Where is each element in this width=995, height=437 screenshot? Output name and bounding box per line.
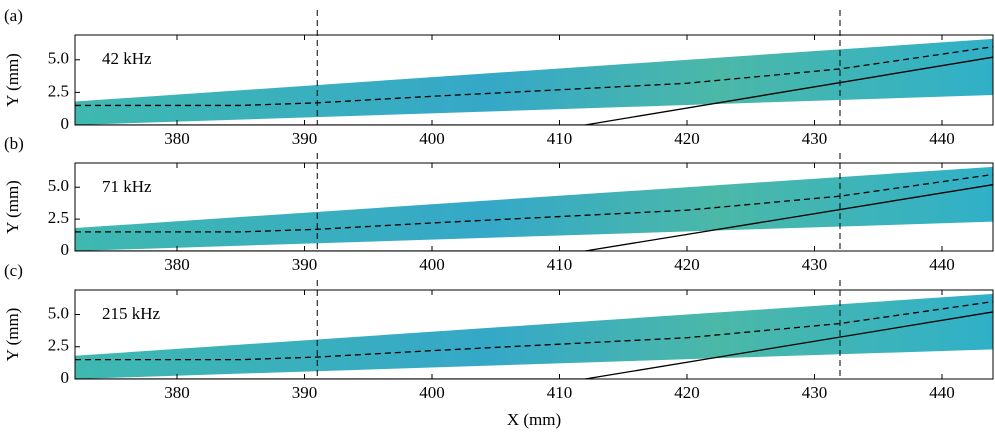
x-tick-label: 440 (929, 255, 955, 274)
y-axis-label: Y (mm) (3, 53, 22, 107)
x-tick-label: 380 (164, 129, 190, 148)
axes-frame (74, 34, 994, 126)
dashed-line (75, 300, 993, 361)
x-tick-label: 410 (547, 129, 573, 148)
x-tick-label: 430 (802, 129, 828, 148)
y-tick-label: 5.0 (48, 303, 69, 322)
y-axis-label: Y (mm) (3, 180, 22, 234)
x-tick-label: 390 (292, 383, 318, 402)
panel-label: (c) (4, 261, 23, 280)
dashed-line (75, 46, 993, 107)
solid-line (75, 184, 993, 251)
x-tick-label: 390 (292, 129, 318, 148)
x-tick-label: 400 (419, 255, 445, 274)
y-tick-label: 0 (61, 114, 70, 133)
x-tick-label: 440 (929, 129, 955, 148)
x-tick-label: 420 (674, 129, 700, 148)
x-tick-label: 380 (164, 255, 190, 274)
y-axis-label: Y (mm) (3, 308, 22, 362)
x-tick-label: 430 (802, 255, 828, 274)
x-tick-label: 440 (929, 383, 955, 402)
x-tick-label: 410 (547, 383, 573, 402)
x-tick-label: 420 (674, 383, 700, 402)
panel-label: (a) (4, 6, 23, 25)
solid-line (75, 56, 993, 125)
annotation: 42 kHz (102, 49, 152, 68)
y-tick-label: 0 (61, 240, 70, 259)
x-tick-label: 410 (547, 255, 573, 274)
x-axis-label: X (mm) (507, 410, 561, 429)
field-region (75, 166, 993, 251)
x-tick-label: 390 (292, 255, 318, 274)
y-tick-label: 0 (61, 368, 70, 387)
plot-area (75, 293, 993, 379)
y-tick-label: 5.0 (48, 176, 69, 195)
y-tick-label: 2.5 (48, 208, 69, 227)
solid-line (75, 311, 993, 379)
x-tick-label: 420 (674, 255, 700, 274)
x-tick-label: 380 (164, 383, 190, 402)
annotation: 215 kHz (102, 304, 161, 323)
panel-label: (b) (4, 134, 24, 153)
y-tick-label: 2.5 (48, 81, 69, 100)
field-region (75, 38, 993, 125)
field-region (75, 293, 993, 379)
x-tick-label: 430 (802, 383, 828, 402)
dashed-line (75, 173, 993, 233)
y-tick-label: 2.5 (48, 336, 69, 355)
annotation: 71 kHz (102, 177, 152, 196)
plot-area (75, 166, 993, 251)
plot-area (75, 38, 993, 125)
x-tick-label: 400 (419, 129, 445, 148)
axes-frame (74, 289, 994, 380)
x-tick-label: 400 (419, 383, 445, 402)
axes-frame (74, 162, 994, 252)
y-tick-label: 5.0 (48, 49, 69, 68)
